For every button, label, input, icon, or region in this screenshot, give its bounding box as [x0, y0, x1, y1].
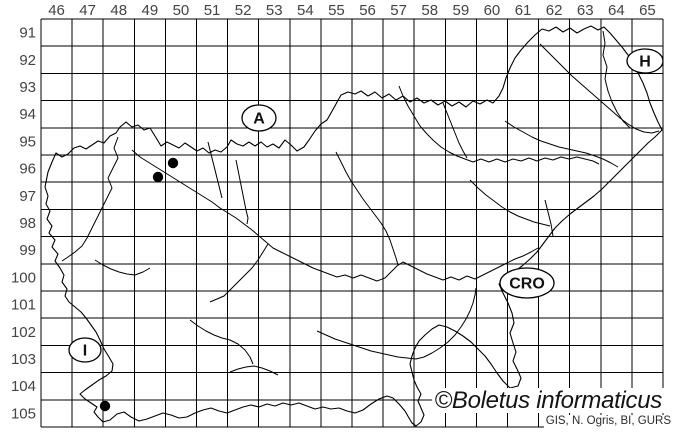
col-label: 57	[390, 2, 407, 19]
occurrence-dot	[152, 171, 164, 183]
col-label: 54	[297, 2, 314, 19]
col-label: 56	[359, 2, 376, 19]
river-line	[189, 319, 254, 365]
col-label: 65	[639, 2, 656, 19]
river-line	[544, 199, 554, 237]
river-line	[229, 365, 279, 376]
river-line	[504, 120, 619, 168]
river-line	[316, 287, 477, 360]
river-line	[335, 151, 399, 266]
col-label: 47	[79, 2, 96, 19]
row-label: 105	[11, 405, 36, 422]
row-label: 94	[19, 106, 36, 123]
row-label: 102	[11, 324, 36, 341]
country-label-ellipses: A H CRO I	[68, 48, 664, 363]
row-label: 91	[19, 25, 36, 42]
river-line	[61, 136, 119, 262]
country-ellipse	[626, 48, 664, 74]
col-label: 53	[266, 2, 283, 19]
col-label: 63	[577, 2, 594, 19]
col-label: 60	[484, 2, 501, 19]
row-label: 100	[11, 269, 36, 286]
country-label: H	[639, 54, 651, 71]
occurrence-dot	[167, 157, 179, 169]
grid-lines	[40, 18, 664, 428]
river-lines	[61, 30, 660, 376]
grid-row-labels: 91 92 93 94 95 96 97 98 99 100 101 102 103 104 105	[11, 25, 36, 423]
row-label: 95	[19, 133, 36, 150]
country-border	[44, 25, 663, 427]
occurrence-dot	[99, 400, 111, 412]
river-line	[442, 102, 468, 159]
row-label: 92	[19, 52, 36, 69]
col-label: 48	[110, 2, 127, 19]
attribution-text: GIS, N. Ogris, BI, GURS	[543, 415, 673, 428]
col-label: 46	[48, 2, 65, 19]
river-line	[131, 149, 539, 282]
river-line	[602, 30, 631, 129]
country-label: CRO	[509, 276, 545, 293]
col-label: 49	[142, 2, 159, 19]
row-label: 97	[19, 188, 36, 205]
river-line	[209, 243, 269, 303]
river-line	[94, 259, 151, 276]
col-label: 52	[235, 2, 252, 19]
row-label: 96	[19, 161, 36, 178]
row-label: 103	[11, 351, 36, 368]
col-label: 59	[453, 2, 470, 19]
col-label: 55	[328, 2, 345, 19]
country-label: A	[253, 111, 265, 128]
col-label: 62	[546, 2, 563, 19]
occurrence-dots	[99, 157, 179, 412]
river-line	[539, 43, 660, 134]
row-label: 99	[19, 242, 36, 259]
copyright-watermark: ©Boletus informaticus	[431, 388, 665, 413]
row-label: 101	[11, 297, 36, 314]
row-label: 93	[19, 79, 36, 96]
grid-col-labels: 46 47 48 49 50 51 52 53 54 55 56 57 58 59 60 61 62 63 64 65	[48, 2, 656, 19]
row-label: 104	[11, 378, 36, 395]
col-label: 51	[204, 2, 221, 19]
river-line	[207, 141, 223, 199]
river-line	[398, 85, 600, 165]
col-label: 58	[421, 2, 438, 19]
country-ellipse	[499, 267, 555, 299]
row-label: 98	[19, 215, 36, 232]
col-label: 61	[515, 2, 532, 19]
col-label: 64	[608, 2, 625, 19]
river-line	[235, 159, 249, 225]
col-label: 50	[173, 2, 190, 19]
country-ellipse	[241, 104, 277, 132]
river-line	[469, 179, 551, 227]
country-ellipse	[68, 337, 102, 363]
country-label: I	[83, 343, 87, 360]
